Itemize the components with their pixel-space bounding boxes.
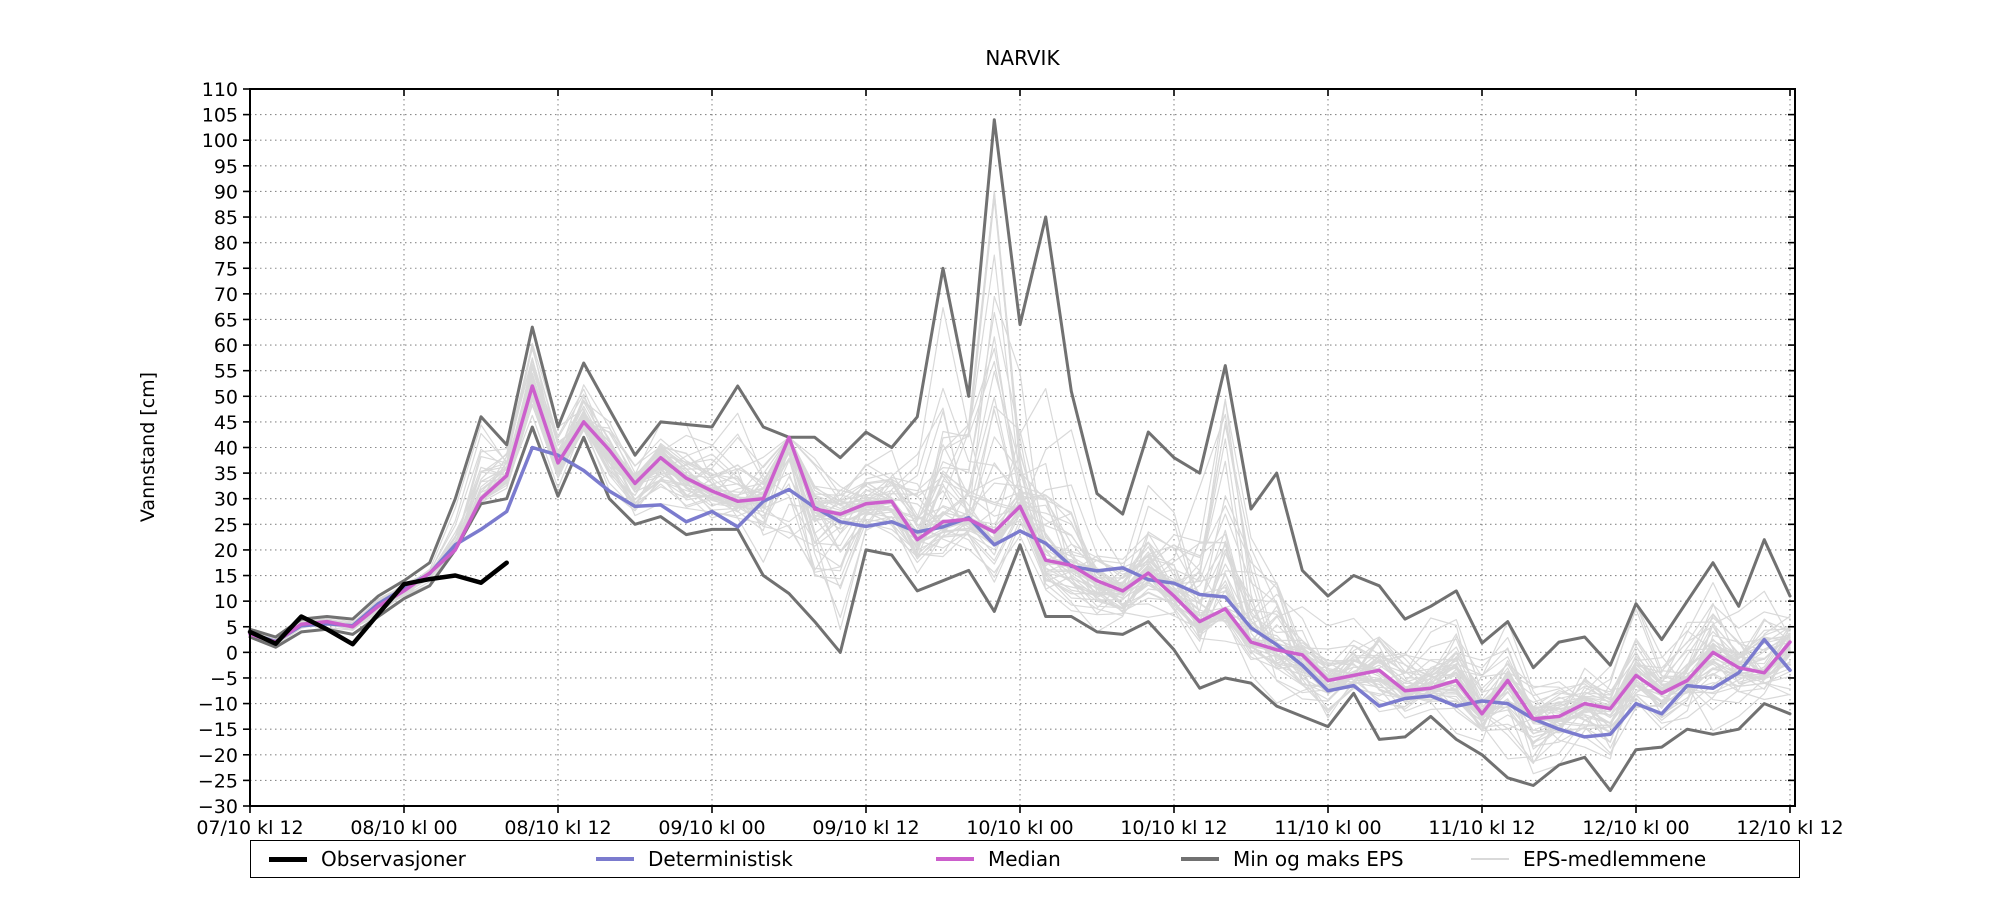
- y-tick-label: −15: [198, 719, 238, 741]
- legend-label-min-max-eps: Min og maks EPS: [1233, 847, 1404, 871]
- y-tick-label: 70: [214, 284, 238, 306]
- y-tick-label: 10: [214, 591, 238, 613]
- legend-label-eps-members: EPS-medlemmene: [1523, 847, 1707, 871]
- eps-member-line: [249, 307, 1791, 735]
- x-tick-label: 09/10 kl 12: [812, 817, 919, 839]
- y-tick-label: −10: [198, 694, 238, 716]
- y-tick-label: −20: [198, 745, 238, 767]
- eps-member-line: [249, 370, 1791, 733]
- series-eps-max-line: [248, 118, 1792, 670]
- eps-member-line: [249, 385, 1791, 775]
- y-tick-label: 85: [214, 207, 238, 229]
- y-tick-label: 0: [226, 642, 238, 664]
- eps-member-line: [249, 254, 1791, 749]
- x-tick-label: 10/10 kl 12: [1120, 817, 1227, 839]
- legend-item-min-max-eps: Min og maks EPS: [1181, 841, 1404, 877]
- y-tick-label: 75: [214, 258, 238, 280]
- x-tick-label: 07/10 kl 12: [196, 817, 303, 839]
- chart-title: NARVIK: [985, 46, 1060, 70]
- legend-swatch-observations: [269, 856, 307, 862]
- legend-item-observations: Observasjoner: [269, 841, 466, 877]
- legend-swatch-eps-members: [1471, 858, 1509, 860]
- y-tick-label: −30: [198, 796, 238, 818]
- x-tick-label: 08/10 kl 00: [350, 817, 457, 839]
- eps-member-line: [249, 390, 1791, 727]
- legend-swatch-deterministic: [596, 857, 634, 861]
- y-tick-label: 35: [214, 463, 238, 485]
- y-tick-label: 40: [214, 438, 238, 460]
- y-tick-label: 95: [214, 156, 238, 178]
- x-tick-label: 11/10 kl 00: [1274, 817, 1381, 839]
- legend-label-median: Median: [988, 847, 1061, 871]
- eps-member-line: [249, 403, 1791, 728]
- y-tick-label: −5: [210, 668, 238, 690]
- y-tick-label: 5: [226, 617, 238, 639]
- legend-item-eps-members: EPS-medlemmene: [1471, 841, 1706, 877]
- x-tick-label: 08/10 kl 12: [504, 817, 611, 839]
- eps-member-line: [249, 391, 1791, 721]
- eps-member-line: [249, 348, 1791, 763]
- y-tick-label: 55: [214, 361, 238, 383]
- legend-item-deterministic: Deterministisk: [596, 841, 793, 877]
- legend-item-median: Median: [936, 841, 1061, 877]
- series-median-line: [248, 384, 1792, 721]
- y-tick-label: 65: [214, 309, 238, 331]
- y-tick-label: 105: [202, 105, 238, 127]
- x-tick-label: 12/10 kl 12: [1736, 817, 1843, 839]
- legend-swatch-median: [936, 857, 974, 861]
- y-tick-label: 50: [214, 386, 238, 408]
- y-tick-label: −25: [198, 770, 238, 792]
- legend-label-observations: Observasjoner: [321, 847, 466, 871]
- x-tick-label: 11/10 kl 12: [1428, 817, 1535, 839]
- y-tick-label: 45: [214, 412, 238, 434]
- y-tick-label: 15: [214, 566, 238, 588]
- legend-label-deterministic: Deterministisk: [648, 847, 793, 871]
- series-eps-min-line: [248, 425, 1792, 793]
- x-tick-label: 12/10 kl 00: [1582, 817, 1689, 839]
- y-tick-label: 100: [202, 130, 238, 152]
- legend-swatch-min-max-eps: [1181, 857, 1219, 861]
- x-tick-label: 10/10 kl 00: [966, 817, 1073, 839]
- x-tick-label: 09/10 kl 00: [658, 817, 765, 839]
- y-tick-label: 25: [214, 514, 238, 536]
- y-tick-label: 90: [214, 181, 238, 203]
- y-tick-label: 110: [202, 79, 238, 101]
- series-observations-line: [247, 560, 509, 647]
- legend: Observasjoner Deterministisk Median Min …: [250, 840, 1800, 878]
- y-tick-label: 20: [214, 540, 238, 562]
- y-tick-label: 30: [214, 489, 238, 511]
- y-tick-label: 60: [214, 335, 238, 357]
- y-tick-label: 80: [214, 233, 238, 255]
